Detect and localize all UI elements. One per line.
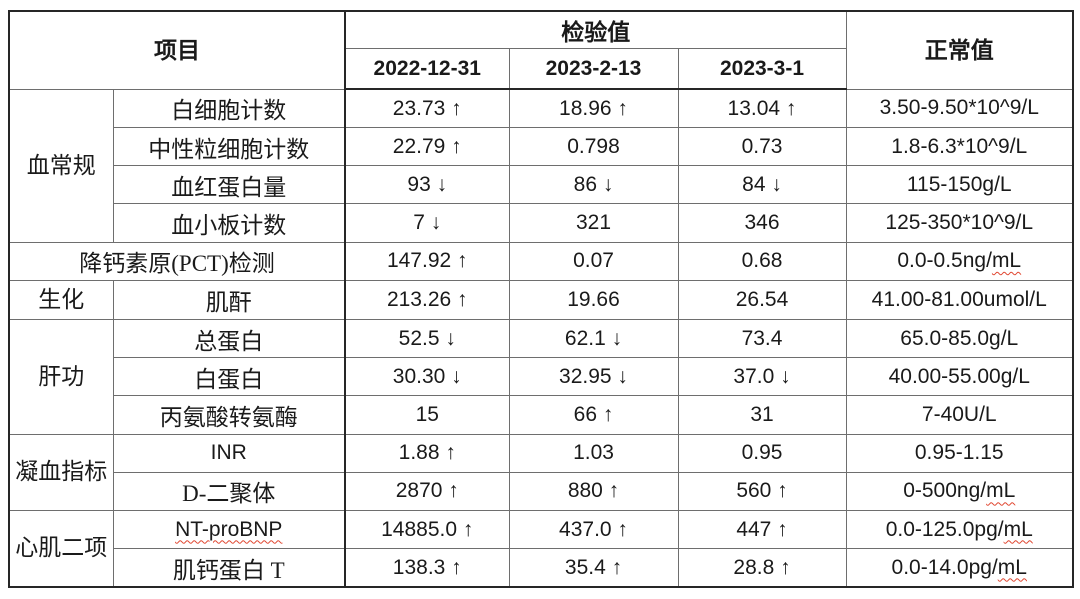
item-cell-pct: 降钙素原(PCT)检测 [8, 241, 346, 281]
table-row: 白蛋白 30.30 ↓ 32.95 ↓ 37.0 ↓ 40.00-55.00g/… [9, 357, 1074, 397]
value-cell: 7 ↓ [344, 203, 510, 243]
value-cell: 35.4 ↑ [508, 548, 679, 588]
value-cell: 84 ↓ [677, 165, 847, 205]
table-row: 心肌二项 NT-proBNP 14885.0 ↑ 437.0 ↑ 447 ↑ 0… [8, 509, 1074, 588]
normal-range-cell: 0-500ng/mL [845, 471, 1074, 511]
table-row: 血小板计数 7 ↓ 321 346 125-350*10^9/L [9, 203, 1074, 243]
value-cell: 0.798 [508, 127, 679, 167]
item-cell: INR [112, 433, 346, 473]
lab-results-table: 项目 检验值 正常值 2022-12-31 2023-2-13 2023-3-1… [8, 10, 1074, 588]
item-cell: 肌钙蛋白 T [112, 548, 346, 588]
table-row: 凝血指标 INR 1.88 ↑ 1.03 0.95 0.95-1.15 [8, 433, 1074, 511]
value-cell: 66 ↑ [508, 395, 679, 435]
value-cell: 14885.0 ↑ [344, 509, 510, 550]
item-cell: 中性粒细胞计数 [112, 127, 346, 167]
table-row: 肌钙蛋白 T 138.3 ↑ 35.4 ↑ 28.8 ↑ 0.0-14.0pg/… [9, 548, 1074, 588]
value-cell: 52.5 ↓ [344, 319, 510, 359]
item-cell: 白细胞计数 [112, 88, 346, 129]
group-cell-cardiac: 心肌二项 [8, 509, 114, 588]
value-cell: 32.95 ↓ [508, 357, 679, 397]
value-cell: 321 [508, 203, 679, 243]
normal-range-cell: 1.8-6.3*10^9/L [845, 127, 1074, 167]
header-normal-values: 正常值 [845, 10, 1074, 90]
item-cell: 丙氨酸转氨酶 [112, 395, 346, 435]
value-cell: 26.54 [677, 279, 847, 321]
value-cell: 0.73 [677, 127, 847, 167]
value-cell: 0.07 [508, 241, 679, 281]
value-cell: 28.8 ↑ [677, 548, 847, 588]
normal-range-cell: 0.0-125.0pg/mL [845, 509, 1074, 550]
value-cell: 37.0 ↓ [677, 357, 847, 397]
value-cell: 138.3 ↑ [344, 548, 510, 588]
normal-range-cell: 0.0-14.0pg/mL [845, 548, 1074, 588]
value-cell: 2870 ↑ [344, 471, 510, 511]
value-cell: 73.4 [677, 319, 847, 359]
value-cell: 13.04 ↑ [677, 88, 847, 129]
value-cell: 346 [677, 203, 847, 243]
group-cell-biochem: 生化 [8, 279, 114, 321]
normal-range-cell: 125-350*10^9/L [845, 203, 1074, 243]
table-row: 丙氨酸转氨酶 15 66 ↑ 31 7-40U/L [9, 395, 1074, 435]
normal-range-cell: 7-40U/L [845, 395, 1074, 435]
value-cell: 23.73 ↑ [344, 88, 510, 129]
value-cell: 86 ↓ [508, 165, 679, 205]
header-date-3: 2023-3-1 [677, 47, 847, 91]
item-cell: D-二聚体 [112, 471, 346, 511]
table-row: 中性粒细胞计数 22.79 ↑ 0.798 0.73 1.8-6.3*10^9/… [9, 127, 1074, 167]
value-cell: 0.68 [677, 241, 847, 281]
value-cell: 1.88 ↑ [344, 433, 510, 473]
normal-range-cell: 40.00-55.00g/L [845, 357, 1074, 397]
value-cell: 93 ↓ [344, 165, 510, 205]
value-cell: 213.26 ↑ [344, 279, 510, 321]
value-cell: 560 ↑ [677, 471, 847, 511]
table-row: D-二聚体 2870 ↑ 880 ↑ 560 ↑ 0-500ng/mL [9, 471, 1074, 511]
value-cell: 447 ↑ [677, 509, 847, 550]
value-cell: 880 ↑ [508, 471, 679, 511]
item-cell: NT-proBNP [112, 509, 346, 550]
header-date-2: 2023-2-13 [508, 47, 679, 91]
group-cell-blood-routine: 血常规 [8, 88, 114, 243]
group-cell-coagulation: 凝血指标 [8, 433, 114, 511]
normal-range-cell: 0.95-1.15 [845, 433, 1074, 473]
normal-range-cell: 65.0-85.0g/L [845, 319, 1074, 359]
value-cell: 62.1 ↓ [508, 319, 679, 359]
value-cell: 0.95 [677, 433, 847, 473]
item-cell: 总蛋白 [112, 319, 346, 359]
value-cell: 30.30 ↓ [344, 357, 510, 397]
table-row: 血红蛋白量 93 ↓ 86 ↓ 84 ↓ 115-150g/L [9, 165, 1074, 205]
value-cell: 147.92 ↑ [344, 241, 510, 281]
item-cell: 血小板计数 [112, 203, 346, 243]
normal-range-cell: 0.0-0.5ng/mL [845, 241, 1074, 281]
value-cell: 15 [344, 395, 510, 435]
value-cell: 19.66 [508, 279, 679, 321]
value-cell: 31 [677, 395, 847, 435]
item-cell: 肌酐 [112, 279, 346, 321]
value-cell: 22.79 ↑ [344, 127, 510, 167]
table-row: 生化 肌酐 213.26 ↑ 19.66 26.54 41.00-81.00um… [8, 279, 1074, 321]
value-cell: 18.96 ↑ [508, 88, 679, 129]
header-item: 项目 [8, 10, 346, 90]
value-cell: 1.03 [508, 433, 679, 473]
header-date-1: 2022-12-31 [344, 47, 510, 91]
table-row: 降钙素原(PCT)检测 147.92 ↑ 0.07 0.68 0.0-0.5ng… [8, 241, 1074, 281]
item-cell: 血红蛋白量 [112, 165, 346, 205]
normal-range-cell: 115-150g/L [845, 165, 1074, 205]
value-cell: 437.0 ↑ [508, 509, 679, 550]
group-cell-liver: 肝功 [8, 319, 114, 435]
item-cell: 白蛋白 [112, 357, 346, 397]
table-row: 血常规 白细胞计数 23.73 ↑ 18.96 ↑ 13.04 ↑ 3.50-9… [8, 88, 1074, 243]
normal-range-cell: 3.50-9.50*10^9/L [845, 88, 1074, 129]
table-row: 肝功 总蛋白 52.5 ↓ 62.1 ↓ 73.4 65.0-85.0g/L [8, 319, 1074, 435]
header-test-values: 检验值 [344, 10, 847, 49]
normal-range-cell: 41.00-81.00umol/L [845, 279, 1074, 321]
